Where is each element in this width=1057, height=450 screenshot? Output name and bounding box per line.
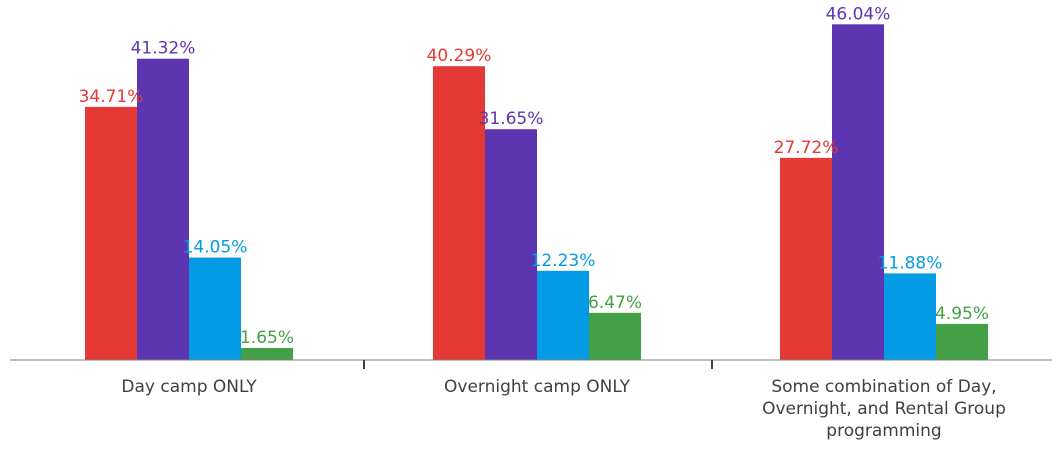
category-label-2: Some combination of Day, Overnight, and R… [719,376,1049,442]
bar-cat1-series2 [537,270,589,360]
value-label-cat2-series3: 4.95% [935,304,989,324]
value-label-cat2-series1: 46.04% [826,4,891,24]
category-label-1-line-0: Overnight camp ONLY [444,377,630,397]
bar-cat0-series3 [241,347,293,360]
bar-cat1-series3 [589,312,641,360]
bar-cat0-series0 [85,106,137,360]
category-label-2-line-2: programming [826,421,942,441]
category-label-2-line-1: Overnight, and Rental Group [762,399,1006,419]
bar-cat2-series1 [832,24,884,361]
bar-cat2-series3 [936,323,988,360]
value-label-cat0-series0: 34.71% [79,87,144,107]
value-label-cat1-series0: 40.29% [427,46,492,66]
category-label-0: Day camp ONLY [24,376,354,398]
bar-cat2-series0 [780,157,832,360]
value-label-cat2-series2: 11.88% [878,253,943,273]
value-labels-group: 34.71% 41.32% 14.05% 1.65% 40.29% 31.65% 12.23… [79,4,989,348]
value-label-cat0-series3: 1.65% [240,328,294,348]
category-label-2-line-0: Some combination of Day, [771,377,997,397]
value-label-cat1-series3: 6.47% [588,293,642,313]
value-label-cat0-series2: 14.05% [183,238,248,258]
value-label-cat0-series1: 41.32% [131,39,196,59]
bar-cat0-series1 [137,58,189,360]
x-axis-ticks [363,360,713,369]
bar-cat2-series2 [884,273,936,360]
category-label-1: Overnight camp ONLY [372,376,702,398]
bar-cat0-series2 [189,257,241,360]
value-label-cat2-series0: 27.72% [774,138,839,158]
value-label-cat1-series1: 31.65% [479,109,544,129]
bars-group [85,24,988,361]
bar-cat1-series1 [485,129,537,360]
bar-cat1-series0 [433,66,485,360]
value-label-cat1-series2: 12.23% [531,251,596,271]
category-label-0-line-0: Day camp ONLY [121,377,257,397]
